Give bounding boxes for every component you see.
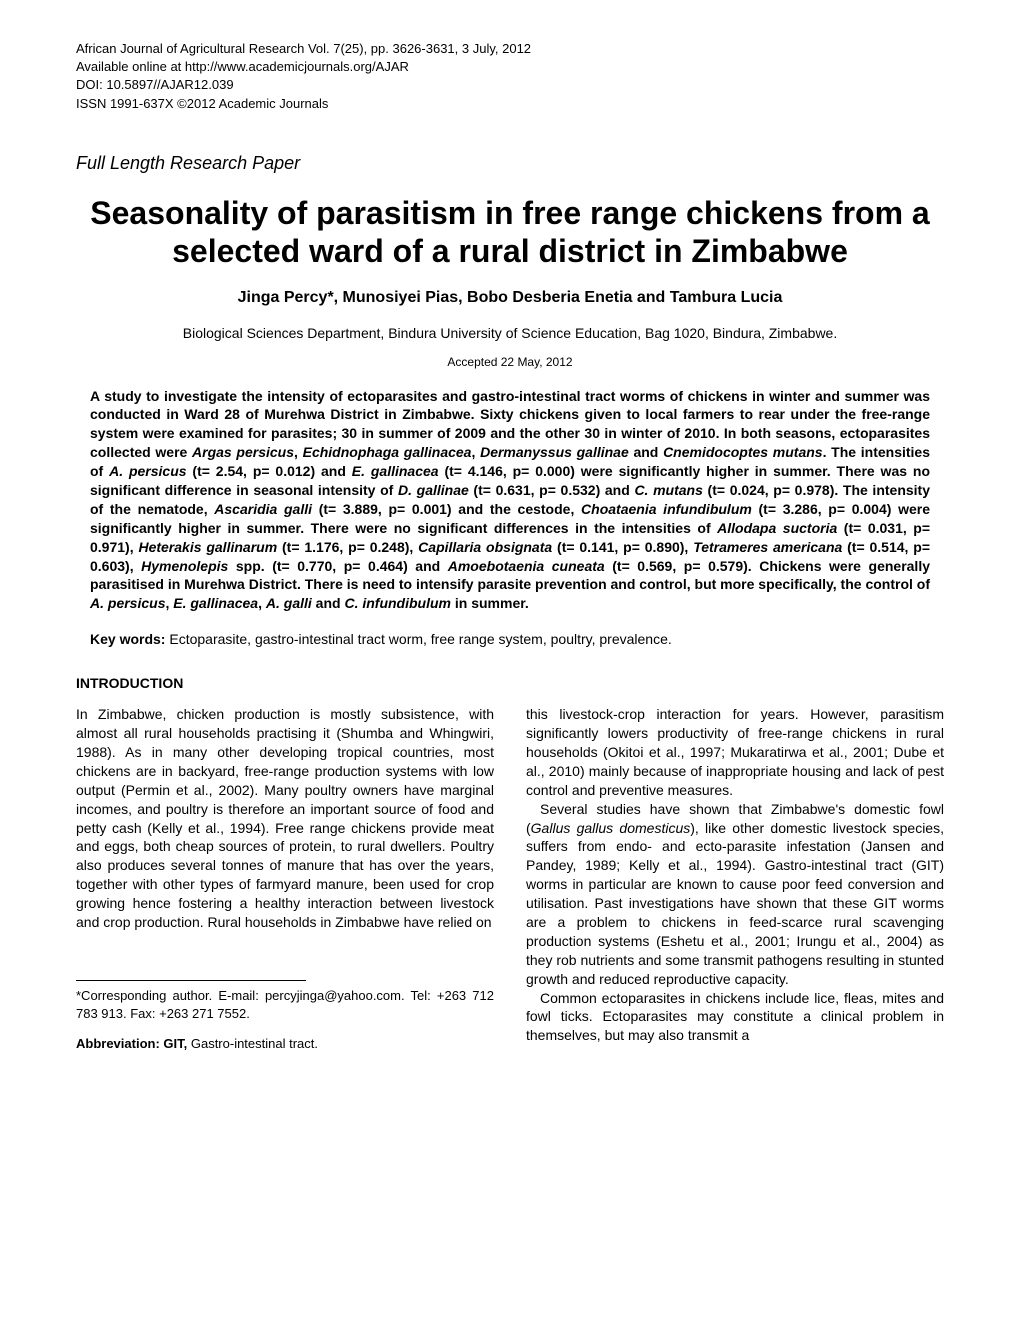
species-name: Amoebotaenia cuneata	[448, 558, 605, 574]
abstract-text: spp. (t= 0.770, p= 0.464) and	[228, 558, 447, 574]
species-name: E. gallinacea	[352, 463, 439, 479]
corresponding-author-footnote: *Corresponding author. E-mail: percyjing…	[76, 987, 494, 1023]
authors-line: Jinga Percy*, Munosiyei Pias, Bobo Desbe…	[76, 289, 944, 307]
species-name: C. mutans	[634, 482, 702, 498]
species-name: Heterakis gallinarum	[138, 539, 277, 555]
journal-header: African Journal of Agricultural Research…	[76, 40, 944, 113]
header-line: ISSN 1991-637X ©2012 Academic Journals	[76, 95, 944, 113]
keywords-line: Key words: Ectoparasite, gastro-intestin…	[90, 631, 930, 647]
abstract-text: ,	[471, 444, 480, 460]
footnote-divider	[76, 980, 306, 981]
body-paragraph: Several studies have shown that Zimbabwe…	[526, 800, 944, 989]
body-paragraph: In Zimbabwe, chicken production is mostl…	[76, 705, 494, 932]
body-paragraph: this livestock-crop interaction for year…	[526, 705, 944, 799]
abstract-text: (t= 2.54, p= 0.012) and	[187, 463, 352, 479]
header-line: DOI: 10.5897//AJAR12.039	[76, 76, 944, 94]
species-name: Allodapa suctoria	[717, 520, 837, 536]
abstract-text: ,	[258, 595, 266, 611]
species-name: Gallus gallus domesticus	[531, 820, 691, 836]
species-name: Choataenia infundibulum	[581, 501, 752, 517]
affiliation-line: Biological Sciences Department, Bindura …	[76, 325, 944, 341]
species-name: A. persicus	[90, 595, 165, 611]
abstract-text: and	[629, 444, 663, 460]
para-text: ), like other domestic livestock species…	[526, 820, 944, 987]
species-name: A. galli	[266, 595, 312, 611]
abstract-text: in summer.	[451, 595, 529, 611]
keywords-label: Key words:	[90, 631, 165, 647]
paper-type-label: Full Length Research Paper	[76, 153, 944, 174]
species-name: Capillaria obsignata	[418, 539, 552, 555]
abstract-text: (t= 1.176, p= 0.248),	[277, 539, 418, 555]
abstract-text: (t= 0.631, p= 0.532) and	[469, 482, 635, 498]
left-column: In Zimbabwe, chicken production is mostl…	[76, 705, 494, 1053]
header-line: African Journal of Agricultural Research…	[76, 40, 944, 58]
abstract-block: A study to investigate the intensity of …	[90, 387, 930, 614]
body-paragraph: Common ectoparasites in chickens include…	[526, 989, 944, 1046]
species-name: Echidnophaga gallinacea	[303, 444, 472, 460]
abstract-text: (t= 0.141, p= 0.890),	[552, 539, 693, 555]
abbrev-label: Abbreviation: GIT,	[76, 1036, 187, 1051]
accepted-date: Accepted 22 May, 2012	[76, 355, 944, 369]
right-column: this livestock-crop interaction for year…	[526, 705, 944, 1053]
species-name: Ascaridia galli	[214, 501, 312, 517]
species-name: C. infundibulum	[344, 595, 451, 611]
abstract-text: (t= 3.889, p= 0.001) and the cestode,	[312, 501, 581, 517]
species-name: Tetrameres americana	[693, 539, 842, 555]
species-name: D. gallinae	[398, 482, 469, 498]
species-name: A. persicus	[109, 463, 186, 479]
body-columns: In Zimbabwe, chicken production is mostl…	[76, 705, 944, 1053]
abstract-text: and	[312, 595, 345, 611]
species-name: Hymenolepis	[141, 558, 228, 574]
abstract-text: ,	[294, 444, 303, 460]
species-name: E. gallinacea	[173, 595, 258, 611]
abbreviation-footnote: Abbreviation: GIT, Gastro-intestinal tra…	[76, 1035, 494, 1053]
header-line: Available online at http://www.academicj…	[76, 58, 944, 76]
abbrev-text: Gastro-intestinal tract.	[187, 1036, 318, 1051]
species-name: Argas persicus	[192, 444, 294, 460]
keywords-text: Ectoparasite, gastro-intestinal tract wo…	[165, 631, 671, 647]
species-name: Cnemidocoptes mutans	[663, 444, 823, 460]
introduction-heading: INTRODUCTION	[76, 675, 944, 691]
species-name: Dermanyssus gallinae	[480, 444, 629, 460]
paper-title: Seasonality of parasitism in free range …	[76, 194, 944, 271]
